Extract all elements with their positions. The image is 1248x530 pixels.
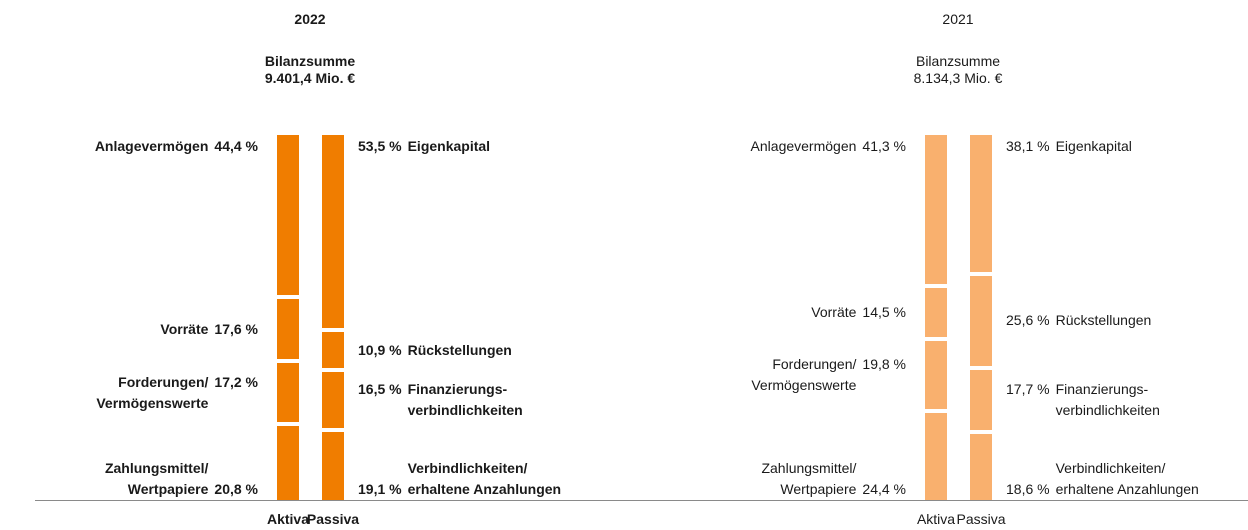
bar-segment	[322, 135, 344, 329]
segment-label: Zahlungsmittel/ Wertpapiere 20,8 %	[0, 426, 258, 500]
value-label: 18,6 %	[1006, 480, 1050, 497]
label-text: Finanzierungs- verbindlichkeiten	[1055, 380, 1160, 418]
label-row: 19,1 % Verbindlichkeiten/ erhaltene Anzah…	[358, 458, 658, 500]
label-row: Forderungen/ Vermögenswerte 17,2 %	[0, 372, 258, 414]
label-text: Eigenkapital	[407, 138, 491, 154]
label-row: Anlagevermögen 41,3 %	[606, 136, 906, 157]
label-text: Zahlungsmittel/ Wertpapiere	[104, 459, 209, 497]
label-text: Verbindlichkeiten/ erhaltene Anzahlungen	[407, 459, 562, 497]
value-label: 24,4 %	[862, 480, 906, 497]
baseline	[35, 500, 1248, 501]
label-row: Forderungen/ Vermögenswerte 19,8 %	[606, 354, 906, 396]
bar-segment	[277, 299, 299, 360]
bar-segment	[322, 332, 344, 369]
x-tick-label: Aktiva	[266, 511, 310, 527]
segment-label: Anlagevermögen 41,3 %	[606, 136, 906, 284]
bar-segment	[277, 135, 299, 296]
bar-segment	[277, 363, 299, 423]
label-text: Rückstellungen	[1055, 312, 1152, 329]
value-label: 20,8 %	[214, 480, 258, 497]
value-label: 17,6 %	[214, 320, 258, 337]
bar-segment	[970, 434, 992, 500]
value-label: 44,4 %	[214, 138, 258, 154]
value-label: 41,3 %	[862, 138, 906, 154]
segment-label: Zahlungsmittel/ Wertpapiere 24,4 %	[606, 413, 906, 500]
total: 9.401,4 Mio. €	[264, 70, 356, 86]
subtitle: Bilanzsumme	[915, 53, 1001, 69]
label-row: 18,6 % Verbindlichkeiten/ erhaltene Anzah…	[1006, 458, 1248, 500]
label-text: Zahlungsmittel/ Wertpapiere	[761, 459, 857, 497]
label-row: 53,5 % Eigenkapital	[358, 136, 658, 157]
segment-label: Vorräte 17,6 %	[0, 299, 258, 359]
chart-title: 2021	[942, 11, 974, 27]
value-label: 19,1 %	[358, 480, 402, 497]
label-row: 17,7 % Finanzierungs- verbindlichkeiten	[1006, 379, 1248, 421]
bar-segment	[925, 412, 947, 500]
value-label: 17,2 %	[214, 373, 258, 390]
bar-segment	[970, 276, 992, 366]
x-tick-label: Passiva	[306, 511, 360, 527]
bar-segment	[925, 135, 947, 284]
label-text: Anlagevermögen	[750, 138, 857, 154]
bar-segment	[970, 135, 992, 273]
segment-label: 10,9 % Rückstellungen	[358, 332, 658, 368]
label-row: 16,5 % Finanzierungs- verbindlichkeiten	[358, 379, 658, 421]
label-text: Finanzierungs- verbindlichkeiten	[407, 381, 523, 419]
bar-segment	[925, 340, 947, 409]
label-text: Forderungen/ Vermögenswerte	[751, 355, 857, 393]
bar-segment	[322, 372, 344, 429]
label-text: Eigenkapital	[1055, 138, 1132, 154]
label-row: Zahlungsmittel/ Wertpapiere 24,4 %	[606, 458, 906, 500]
label-text: Verbindlichkeiten/ erhaltene Anzahlungen	[1055, 459, 1199, 497]
bar-segment	[277, 426, 299, 500]
value-label: 38,1 %	[1006, 138, 1050, 154]
value-label: 16,5 %	[358, 381, 402, 398]
segment-label: 25,6 % Rückstellungen	[1006, 276, 1248, 365]
value-label: 19,8 %	[862, 355, 906, 372]
label-row: Anlagevermögen 44,4 %	[0, 136, 258, 157]
value-label: 10,9 %	[358, 341, 402, 358]
segment-label: 38,1 % Eigenkapital	[1006, 136, 1248, 272]
segment-label: 16,5 % Finanzierungs- verbindlichkeiten	[358, 372, 658, 428]
segment-label: Anlagevermögen 44,4 %	[0, 136, 258, 295]
segment-label: 17,7 % Finanzierungs- verbindlichkeiten	[1006, 370, 1248, 431]
chart-title: 2022	[294, 11, 326, 27]
value-label: 14,5 %	[862, 303, 906, 320]
label-row: Zahlungsmittel/ Wertpapiere 20,8 %	[0, 458, 258, 500]
x-tick-label: Aktiva	[916, 511, 956, 527]
label-row: Vorräte 14,5 %	[606, 302, 906, 323]
label-text: Anlagevermögen	[94, 138, 209, 154]
total: 8.134,3 Mio. €	[913, 70, 1003, 86]
segment-label: 18,6 % Verbindlichkeiten/ erhaltene Anzah…	[1006, 434, 1248, 500]
label-row: Vorräte 17,6 %	[0, 319, 258, 340]
label-row: 10,9 % Rückstellungen	[358, 340, 658, 361]
segment-label: Forderungen/ Vermögenswerte 19,8 %	[606, 341, 906, 409]
label-text: Rückstellungen	[407, 341, 512, 358]
value-label: 25,6 %	[1006, 312, 1050, 329]
label-row: 38,1 % Eigenkapital	[1006, 136, 1248, 157]
x-tick-label: Passiva	[956, 511, 1006, 527]
value-label: 17,7 %	[1006, 380, 1050, 397]
bar-segment	[970, 369, 992, 431]
segment-label: Vorräte 14,5 %	[606, 288, 906, 337]
label-text: Vorräte	[811, 303, 857, 320]
segment-label: 53,5 % Eigenkapital	[358, 136, 658, 328]
bar-segment	[322, 432, 344, 500]
value-label: 53,5 %	[358, 138, 402, 154]
segment-label: 19,1 % Verbindlichkeiten/ erhaltene Anzah…	[358, 432, 658, 500]
bar-segment	[925, 287, 947, 337]
label-row: 25,6 % Rückstellungen	[1006, 310, 1248, 331]
label-text: Vorräte	[160, 320, 209, 337]
subtitle: Bilanzsumme	[264, 53, 356, 69]
segment-label: Forderungen/ Vermögenswerte 17,2 %	[0, 363, 258, 422]
label-text: Forderungen/ Vermögenswerte	[96, 373, 209, 411]
